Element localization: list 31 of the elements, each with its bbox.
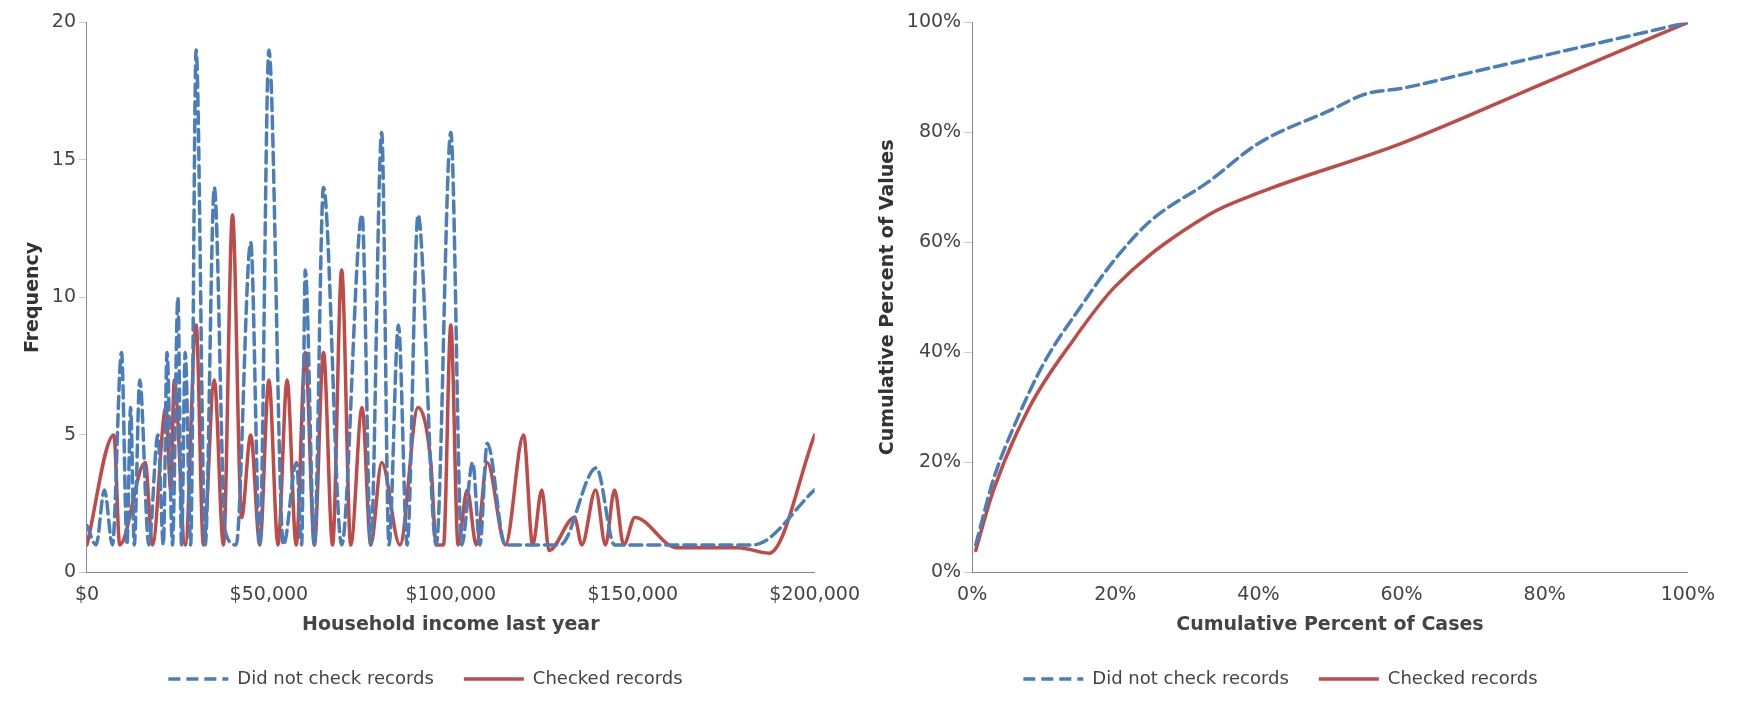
x-tick-label: $200,000 [769, 581, 861, 604]
y-tick-label: 40% [918, 339, 962, 362]
x-tick-label: 80% [1523, 581, 1566, 604]
y-tick-label: 80% [918, 119, 962, 142]
y-tick-label: 15 [51, 146, 76, 169]
y-tick-label: 20% [918, 449, 962, 472]
y-tick-label: 10 [51, 284, 76, 307]
y-tick-label: 0 [63, 559, 76, 582]
y-axis-title: Cumulative Percent of Values [875, 139, 898, 456]
x-tick-label: 40% [1237, 581, 1280, 604]
x-tick-label: 100% [1660, 581, 1715, 604]
legend-label: Checked records [1387, 666, 1538, 688]
y-tick-label: 60% [918, 229, 962, 252]
y-axis-title: Frequency [20, 241, 43, 354]
legend-label: Did not check records [1092, 666, 1289, 688]
x-tick-label: $0 [74, 581, 100, 604]
y-tick-label: 100% [906, 9, 962, 32]
y-tick-label: 0% [930, 559, 962, 582]
x-tick-label: $150,000 [587, 581, 679, 604]
x-axis-title: Household income last year [302, 611, 601, 634]
x-tick-label: $100,000 [405, 581, 497, 604]
line-series [86, 48, 815, 547]
legend-label: Did not check records [237, 666, 434, 688]
x-tick-label: 60% [1380, 581, 1423, 604]
y-tick-label: 20 [51, 9, 76, 32]
x-axis-title: Cumulative Percent of Cases [1176, 611, 1484, 634]
x-tick-label: 0% [957, 581, 988, 604]
x-tick-label: $50,000 [229, 581, 309, 604]
y-tick-label: 5 [63, 421, 76, 444]
legend-label: Checked records [532, 666, 683, 688]
x-tick-label: 20% [1094, 581, 1137, 604]
